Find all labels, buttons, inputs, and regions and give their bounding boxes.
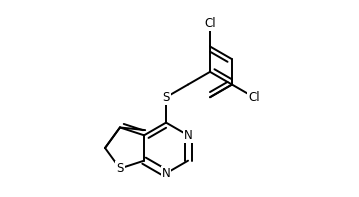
Text: S: S — [116, 162, 123, 175]
Text: Cl: Cl — [248, 91, 260, 104]
Text: Cl: Cl — [204, 17, 216, 30]
Text: N: N — [162, 167, 171, 180]
Text: S: S — [162, 91, 170, 104]
Text: N: N — [184, 129, 192, 142]
